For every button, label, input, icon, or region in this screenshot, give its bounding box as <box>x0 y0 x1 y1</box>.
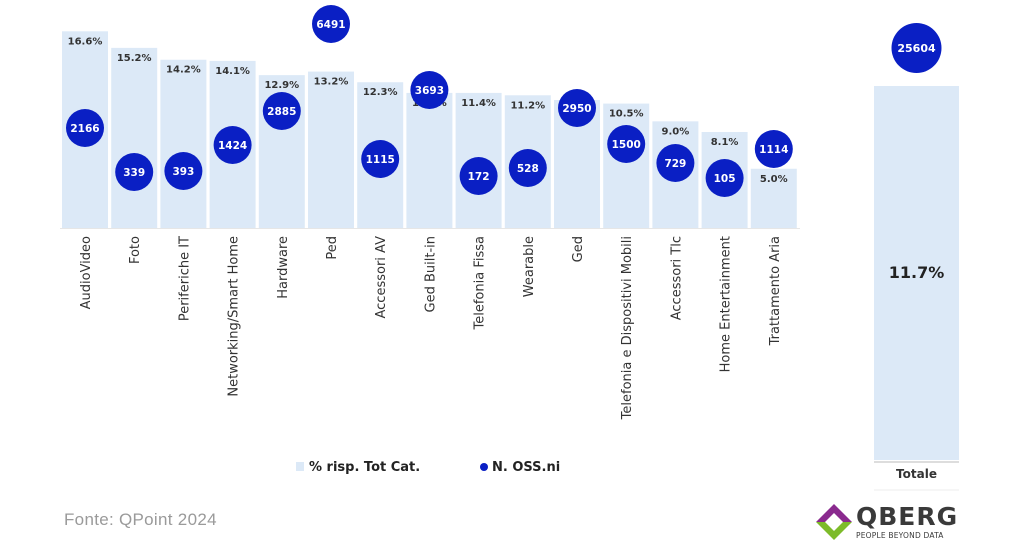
count-bubble <box>459 157 498 195</box>
x-tick-label: Trattamento Aria <box>768 236 783 346</box>
bar-pct-label: 8.1% <box>711 137 739 148</box>
count-bubble <box>66 109 104 147</box>
x-tick-label: Networking/Smart Home <box>227 236 242 397</box>
legend-bar-label: % risp. Tot Cat. <box>309 460 420 475</box>
x-tick-label: Ped <box>325 236 340 260</box>
bar <box>160 59 207 229</box>
count-bubble-label: 2950 <box>562 103 591 115</box>
total-count-bubble <box>891 23 942 73</box>
bar <box>603 103 650 228</box>
count-bubble-label: 1114 <box>759 144 788 156</box>
bar-pct-label: 15.2% <box>117 53 152 64</box>
x-tick-label: Ged <box>571 236 586 262</box>
count-bubble-label: 1115 <box>366 154 395 166</box>
bar-pct-label: 14.1% <box>215 66 250 77</box>
bar-pct-label: 10.5% <box>609 109 644 120</box>
count-bubble-label: 393 <box>172 166 194 178</box>
logo-tagline: PEOPLE BEYOND DATA <box>856 531 944 540</box>
x-tick-label: Periferiche IT <box>177 236 192 321</box>
bar <box>406 92 453 228</box>
x-tick-label: Home Entertainment <box>719 236 734 372</box>
count-bubble-label: 105 <box>714 173 736 185</box>
x-tick-label: Foto <box>128 236 143 264</box>
logo-mark-icon <box>816 504 852 540</box>
x-tick-label: Wearable <box>522 236 537 297</box>
x-tick-label: Hardware <box>276 236 291 299</box>
x-tick-label: Telefonia Fissa <box>473 236 488 330</box>
bar-pct-label: 11.2% <box>510 100 545 111</box>
bar-pct-label: 13.2% <box>314 77 349 88</box>
count-bubble-label: 1500 <box>612 139 641 151</box>
x-tick-label: Accessori AV <box>374 236 389 319</box>
bar <box>750 168 797 228</box>
legend-bubble-swatch <box>480 463 488 471</box>
bar-pct-label: 12.3% <box>363 87 398 98</box>
bar <box>111 47 158 228</box>
count-bubble-label: 2166 <box>70 123 99 135</box>
count-bubble <box>213 126 252 164</box>
count-bubble-label: 339 <box>123 167 145 179</box>
count-bubble <box>262 92 301 130</box>
bar-pct-label: 16.6% <box>68 36 103 47</box>
qberg-logo: QBERG PEOPLE BEYOND DATA <box>812 500 962 544</box>
count-bubble <box>607 125 646 163</box>
bar <box>308 71 354 228</box>
bar-pct-label: 12.9% <box>264 80 299 91</box>
total-count-label: 25604 <box>897 42 936 55</box>
total-pct-label: 11.7% <box>889 263 945 282</box>
count-bubble-label: 172 <box>468 171 490 183</box>
legend-bubble-label: N. OSS.ni <box>492 460 560 475</box>
x-tick-label: Ged Built-in <box>423 236 438 312</box>
count-bubble-label: 6491 <box>316 19 345 31</box>
logo-wordmark: QBERG <box>856 502 959 531</box>
count-bubble <box>754 130 793 168</box>
x-tick-label: Telefonia e Dispositivi Mobili <box>620 236 635 420</box>
bar-pct-label: 11.4% <box>461 98 496 109</box>
count-bubble-label: 2885 <box>267 106 296 118</box>
bar-pct-label: 5.0% <box>760 174 788 185</box>
count-bubble-label: 3693 <box>415 85 444 97</box>
x-tick-label: AudioVideo <box>79 236 94 309</box>
total-category-label: Totale <box>896 467 937 481</box>
legend-bar-swatch <box>296 462 304 471</box>
count-bubble <box>508 149 547 187</box>
x-tick-label: Accessori Tlc <box>669 236 684 320</box>
count-bubble-label: 729 <box>664 158 686 170</box>
source-note: Fonte: QPoint 2024 <box>64 510 217 529</box>
bar-pct-label: 9.0% <box>662 126 690 137</box>
count-bubble <box>705 159 744 197</box>
count-bubble <box>361 140 400 178</box>
count-bubble-label: 528 <box>517 163 539 175</box>
count-bubble <box>164 152 203 190</box>
bar-pct-label: 14.2% <box>166 65 201 76</box>
count-bubble <box>410 71 449 109</box>
count-bubble <box>656 144 695 182</box>
count-bubble <box>115 153 154 191</box>
count-bubble <box>312 5 350 43</box>
total-bar <box>874 86 959 460</box>
count-bubble-label: 1424 <box>218 140 247 152</box>
count-bubble <box>558 89 596 127</box>
